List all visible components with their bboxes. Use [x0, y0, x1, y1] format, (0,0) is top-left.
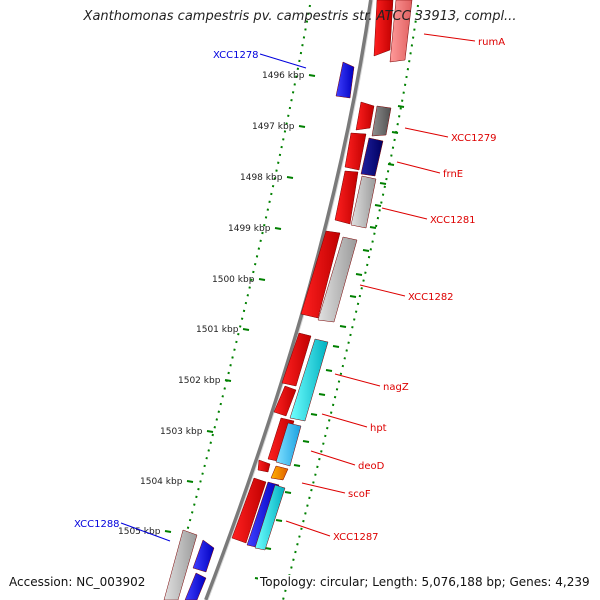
- ruler-dash: [302, 440, 310, 443]
- ruler-line-left: [167, 4, 311, 600]
- gene-rumA-b[interactable]: [389, 0, 413, 63]
- gene-XCC1282-a[interactable]: [300, 230, 341, 319]
- ruler-dash: [374, 204, 382, 207]
- gene-nagZ[interactable]: [289, 338, 329, 422]
- gene-frnE[interactable]: [360, 137, 384, 177]
- gene-label-leader: [423, 33, 476, 42]
- tick-mark: [298, 125, 306, 128]
- gene-label-hpt[interactable]: hpt: [370, 423, 387, 434]
- ruler-dash: [391, 131, 399, 134]
- gene-rumA-a[interactable]: [373, 0, 394, 57]
- tick-mark: [258, 278, 266, 281]
- tick-mark: [186, 480, 194, 483]
- gene-label-leader: [334, 373, 381, 387]
- tick-mark: [224, 379, 232, 382]
- ruler-dash: [332, 345, 340, 348]
- gene-XCC1288-b[interactable]: [184, 572, 207, 600]
- tick-label: 1502 kbp: [178, 376, 221, 386]
- ruler-dash: [339, 325, 347, 328]
- map-title: Xanthomonas campestris pv. campestris st…: [83, 9, 517, 24]
- gene-hpt[interactable]: [273, 385, 297, 417]
- gene-label-leader: [381, 207, 428, 220]
- gene-label-leader: [259, 53, 307, 69]
- gene-label-frne[interactable]: frnE: [443, 169, 463, 180]
- tick-mark: [308, 74, 316, 77]
- ruler-dash: [275, 519, 283, 522]
- gene-deoD[interactable]: [275, 422, 302, 467]
- gene-XCC1288[interactable]: [192, 539, 215, 573]
- gene-XCC1279[interactable]: [371, 105, 392, 137]
- gene-label-deod[interactable]: deoD: [358, 461, 385, 472]
- gene-label-leader: [404, 127, 449, 138]
- ruler-dash: [379, 182, 387, 185]
- ruler-dash: [349, 295, 357, 298]
- tick-label: 1497 kbp: [252, 122, 295, 132]
- ruler-dash: [369, 226, 377, 229]
- tick-mark: [274, 227, 282, 230]
- tick-label: 1504 kbp: [140, 477, 183, 487]
- gene-label-leader: [321, 413, 368, 428]
- ruler-dash: [264, 547, 272, 550]
- gene-XCC1287-a[interactable]: [231, 477, 267, 544]
- ruler-dash: [310, 413, 318, 416]
- gene-XCC1282[interactable]: [317, 236, 358, 323]
- gene-label-leader: [359, 284, 406, 297]
- gene-XCC1281-a[interactable]: [334, 170, 359, 225]
- ruler-dash: [293, 464, 301, 467]
- gene-XCC1281[interactable]: [350, 175, 377, 229]
- gene-label-xcc1278[interactable]: XCC1278: [213, 50, 259, 61]
- tick-mark: [164, 530, 172, 533]
- tick-mark: [206, 430, 214, 433]
- accession-text: Accession: NC_003902: [7, 575, 148, 589]
- tick-label: 1501 kbp: [196, 325, 239, 335]
- gene-XCC1287-b[interactable]: [254, 484, 286, 551]
- tick-label: 1505 kbp: [118, 527, 161, 537]
- tick-label: 1500 kbp: [212, 275, 255, 285]
- ruler-dash: [362, 249, 370, 252]
- ruler-dash: [355, 273, 363, 276]
- gene-label-leader: [285, 520, 331, 537]
- gene-XCC1279-a[interactable]: [355, 101, 375, 131]
- topology-text: Topology: circular; Length: 5,076,188 bp…: [258, 575, 592, 589]
- gene-label-leader: [120, 522, 171, 542]
- ruler-dash: [325, 369, 333, 372]
- ruler-dash: [284, 491, 292, 494]
- tick-mark: [286, 176, 294, 179]
- gene-XCC1288-a[interactable]: [163, 529, 198, 600]
- gene-XCC1278[interactable]: [335, 61, 355, 99]
- gene-nagZ-a[interactable]: [281, 332, 312, 387]
- tick-label: 1499 kbp: [228, 224, 271, 234]
- gene-label-xcc1282[interactable]: XCC1282: [408, 292, 454, 303]
- ruler-dash: [397, 105, 405, 108]
- gene-label-xcc1279[interactable]: XCC1279: [451, 133, 497, 144]
- gene-scoF-a[interactable]: [257, 459, 271, 473]
- gene-label-xcc1281[interactable]: XCC1281: [430, 215, 476, 226]
- gene-scoF[interactable]: [270, 465, 289, 481]
- ruler-dash: [318, 393, 326, 396]
- tick-label: 1503 kbp: [160, 427, 203, 437]
- gene-frnE-a[interactable]: [344, 132, 367, 171]
- tick-label: 1496 kbp: [262, 71, 305, 81]
- gene-label-ruma[interactable]: rumA: [478, 37, 505, 48]
- gene-label-leader: [301, 482, 346, 494]
- gene-label-xcc1288[interactable]: XCC1288: [74, 519, 120, 530]
- gene-label-xcc1287[interactable]: XCC1287: [333, 532, 379, 543]
- gene-label-leader: [310, 450, 356, 466]
- tick-label: 1498 kbp: [240, 173, 283, 183]
- ruler-dash: [387, 163, 395, 166]
- gene-label-scof[interactable]: scoF: [348, 489, 371, 500]
- ruler-line-right: [282, 4, 419, 600]
- gene-label-leader: [396, 161, 441, 174]
- gene-label-nagz[interactable]: nagZ: [383, 382, 409, 393]
- tick-mark: [242, 328, 250, 331]
